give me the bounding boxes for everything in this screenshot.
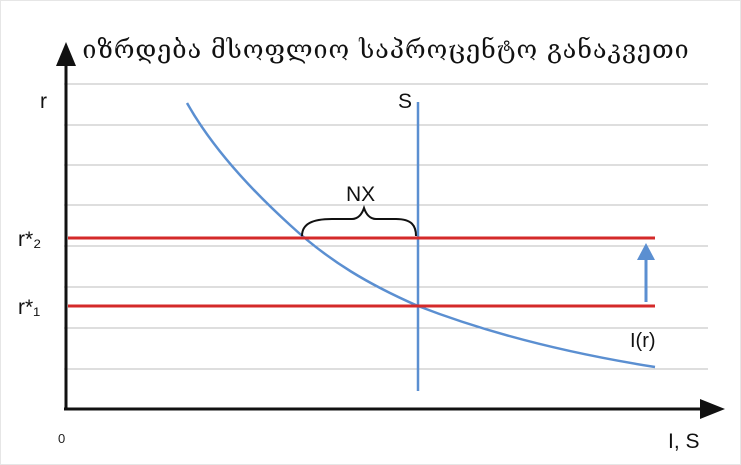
- r1-label: r*₁: [18, 296, 40, 319]
- x-axis-label: I, S: [668, 430, 700, 453]
- investment-curve: [185, 102, 656, 369]
- y-axis-arrowhead: [56, 42, 76, 66]
- investment-curve-label: I(r): [630, 330, 656, 352]
- axes: [56, 42, 725, 419]
- rate-increase-arrowhead: [637, 243, 655, 260]
- origin-label: 0: [58, 431, 65, 446]
- diagram-title: იზრდება მსოფლიო საპროცენტო განაკვეთი: [82, 35, 689, 64]
- y-axis-label: r: [40, 90, 47, 113]
- nx-brace: [301, 204, 417, 237]
- grid-lines: [64, 83, 708, 370]
- x-axis-arrowhead: [700, 399, 725, 419]
- nx-label: NX: [346, 183, 375, 206]
- savings-label: S: [398, 90, 412, 113]
- r2-label: r*₂: [18, 228, 41, 251]
